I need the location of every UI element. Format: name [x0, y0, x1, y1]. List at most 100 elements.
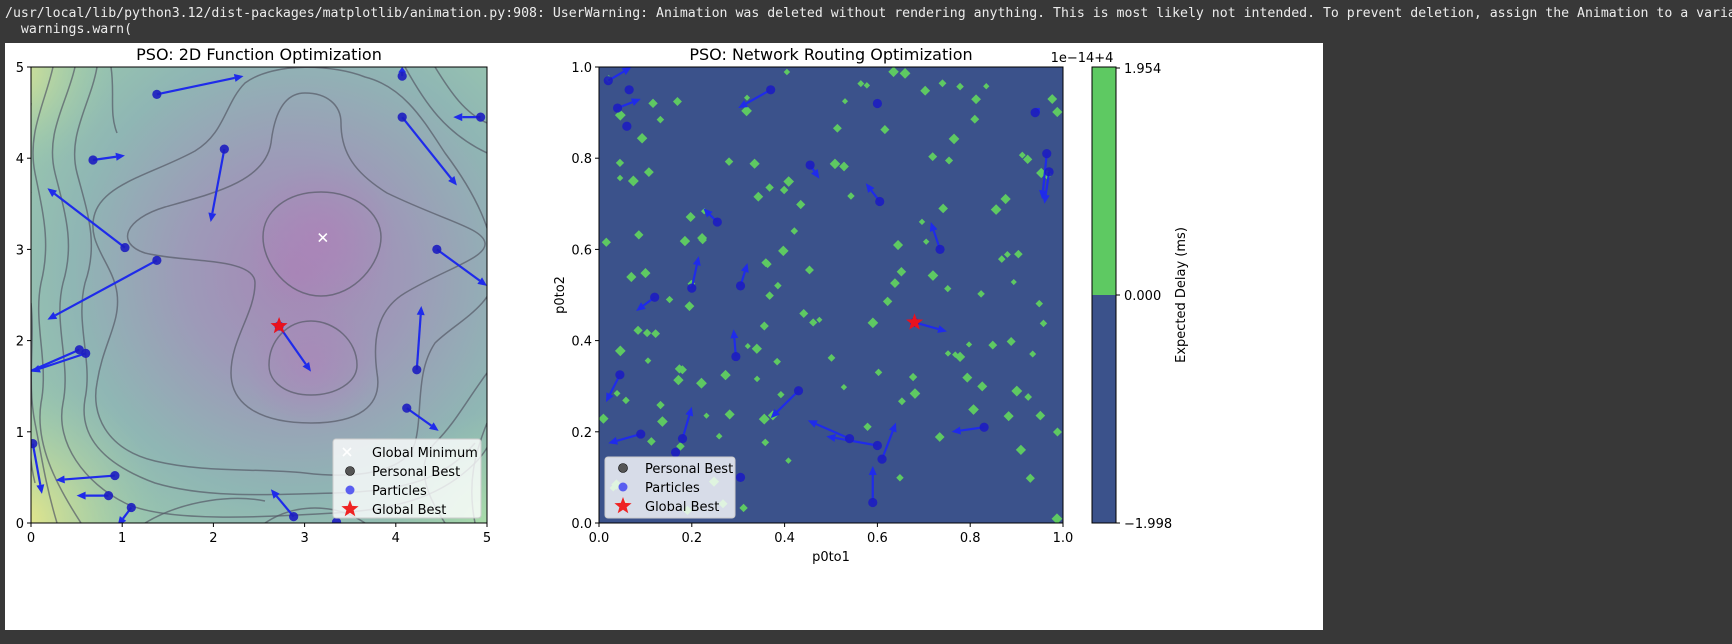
particle-marker	[636, 429, 646, 439]
delay-patch	[749, 158, 760, 169]
particle-marker	[152, 255, 162, 265]
delay-patch	[626, 271, 637, 283]
axes-frame	[598, 66, 1064, 524]
velocity-arrow-head	[703, 208, 713, 218]
legend: Global Minimum Personal Best Particles G…	[332, 438, 482, 519]
particle-marker	[126, 502, 136, 513]
delay-patch	[765, 183, 774, 192]
delay-patch	[761, 438, 770, 447]
delay-patch	[1035, 299, 1043, 308]
delay-patch	[1015, 444, 1027, 455]
delay-patch	[918, 218, 926, 226]
console-output: /usr/local/lib/python3.12/dist-packages/…	[5, 6, 1732, 38]
delay-patch	[971, 94, 981, 105]
delay-patch	[622, 396, 630, 405]
delay-patch	[1025, 473, 1035, 483]
velocity-arrow-head	[608, 436, 619, 445]
particle-marker	[872, 98, 883, 109]
velocity-arrow-head	[685, 406, 694, 417]
delay-patch	[783, 176, 795, 187]
delay-patch	[944, 285, 952, 293]
delay-patch	[744, 94, 751, 101]
y-tick-label: 0.2	[571, 426, 592, 441]
particle-marker	[793, 386, 804, 396]
y-tick-label: 1.0	[571, 61, 592, 76]
delay-patch	[739, 503, 748, 513]
delay-patch	[696, 377, 707, 389]
velocity-arrow-head	[605, 392, 614, 403]
axis-ticks: 0.0 0.2 0.4 0.6 0.8 1.0 0.0 0.2 0.4 0.6 0.8 1.0	[571, 61, 1073, 546]
network-plot: 0.0 0.2 0.4 0.6 0.8 1.0 0.0 0.2 0.4 0.6 0.8 1.0 PSO…	[553, 45, 1189, 565]
delay-patch	[890, 278, 900, 289]
y-tick-label: 2	[16, 335, 24, 350]
delay-patch	[616, 174, 624, 182]
delay-patch	[928, 152, 938, 162]
y-tick-label: 0.6	[571, 243, 592, 258]
legend-item-global-best: Global Best	[341, 500, 446, 518]
x-tick-label: 0.8	[960, 531, 981, 546]
delay-patch	[1035, 410, 1046, 421]
velocity-arrow-shaft	[776, 389, 800, 413]
legend-item-global-minimum: Global Minimum	[342, 446, 478, 461]
delay-patch	[977, 290, 985, 298]
velocity-arrow-shaft	[415, 314, 422, 370]
delay-patch	[744, 343, 751, 350]
warning-line: /usr/local/lib/python3.12/dist-packages/…	[5, 6, 1732, 21]
delay-patch	[774, 281, 782, 290]
velocity-arrow-shaft	[211, 148, 226, 214]
delay-patch	[857, 80, 865, 88]
velocity-arrow-shaft	[401, 116, 453, 180]
delay-patch	[938, 203, 948, 214]
delay-patch	[1029, 350, 1037, 358]
particle-marker	[88, 155, 98, 165]
velocity-arrow-head	[208, 212, 217, 223]
global-minimum-x	[318, 232, 328, 243]
velocity-arrow-head	[630, 98, 641, 106]
velocity-arrow-head	[811, 169, 820, 179]
delay-patch	[874, 368, 883, 377]
delay-patch	[1024, 393, 1033, 401]
velocity-arrow-head	[31, 364, 41, 373]
velocity-arrow-head	[807, 420, 818, 428]
velocity-arrow-head	[118, 516, 127, 523]
delay-patch	[896, 474, 904, 482]
delay-patch	[615, 158, 625, 168]
delay-patch	[1010, 278, 1017, 286]
delay-patch	[627, 175, 639, 187]
particle-marker	[615, 370, 625, 380]
velocity-arrow-head	[937, 325, 947, 333]
velocity-arrow-head	[730, 329, 739, 339]
delay-patch	[956, 82, 964, 91]
legend-item-particles: Particles	[618, 481, 700, 496]
delay-patch	[759, 321, 769, 331]
delay-patch	[1052, 106, 1063, 118]
velocity-arrow-shaft	[31, 348, 80, 373]
legend-label: Personal Best	[645, 462, 733, 477]
global-best-marker	[270, 317, 288, 334]
delay-patch	[1018, 151, 1026, 159]
delay-patch	[1023, 154, 1033, 164]
x-tick-label: 5	[483, 531, 491, 546]
colorbar: 1e−14+4 1.954 0.000 −1.998 Expected Dela…	[1051, 51, 1189, 532]
delay-patch	[952, 351, 959, 358]
particle-marker	[766, 85, 776, 95]
delay-patch	[753, 375, 761, 383]
velocity-arrow-head	[770, 408, 780, 419]
delay-patch	[741, 105, 752, 117]
particle-marker	[110, 470, 120, 481]
velocity-arrow-head	[233, 74, 244, 82]
legend-item-personal-best: Personal Best	[618, 462, 733, 477]
delay-patch	[1052, 427, 1062, 437]
particle-marker	[731, 351, 741, 362]
velocity-arrow-head	[826, 434, 836, 442]
x-tick-label: 0.2	[681, 531, 702, 546]
velocity-arrow-head	[47, 311, 58, 320]
delay-patch	[783, 68, 791, 76]
particle-marker	[805, 160, 815, 170]
velocity-arrow-head	[929, 222, 938, 232]
delay-patch	[1047, 94, 1058, 104]
delay-patch	[601, 237, 611, 247]
chart-title: PSO: 2D Function Optimization	[136, 45, 382, 64]
delay-patch	[948, 133, 960, 145]
particle-marker	[650, 292, 660, 302]
